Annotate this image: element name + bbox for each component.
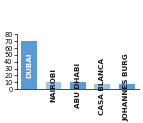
Bar: [45, 82, 61, 89]
Bar: [94, 84, 110, 89]
Text: NAIROBI: NAIROBI: [50, 68, 56, 102]
Bar: [21, 41, 37, 89]
Text: DUBAI: DUBAI: [26, 52, 32, 78]
Text: JOHANNES BURG: JOHANNES BURG: [124, 53, 130, 121]
Bar: [119, 84, 135, 89]
Text: ABU DHABI: ABU DHABI: [75, 63, 81, 108]
Text: CASA BLANCA: CASA BLANCA: [99, 58, 105, 115]
Bar: [70, 82, 86, 89]
